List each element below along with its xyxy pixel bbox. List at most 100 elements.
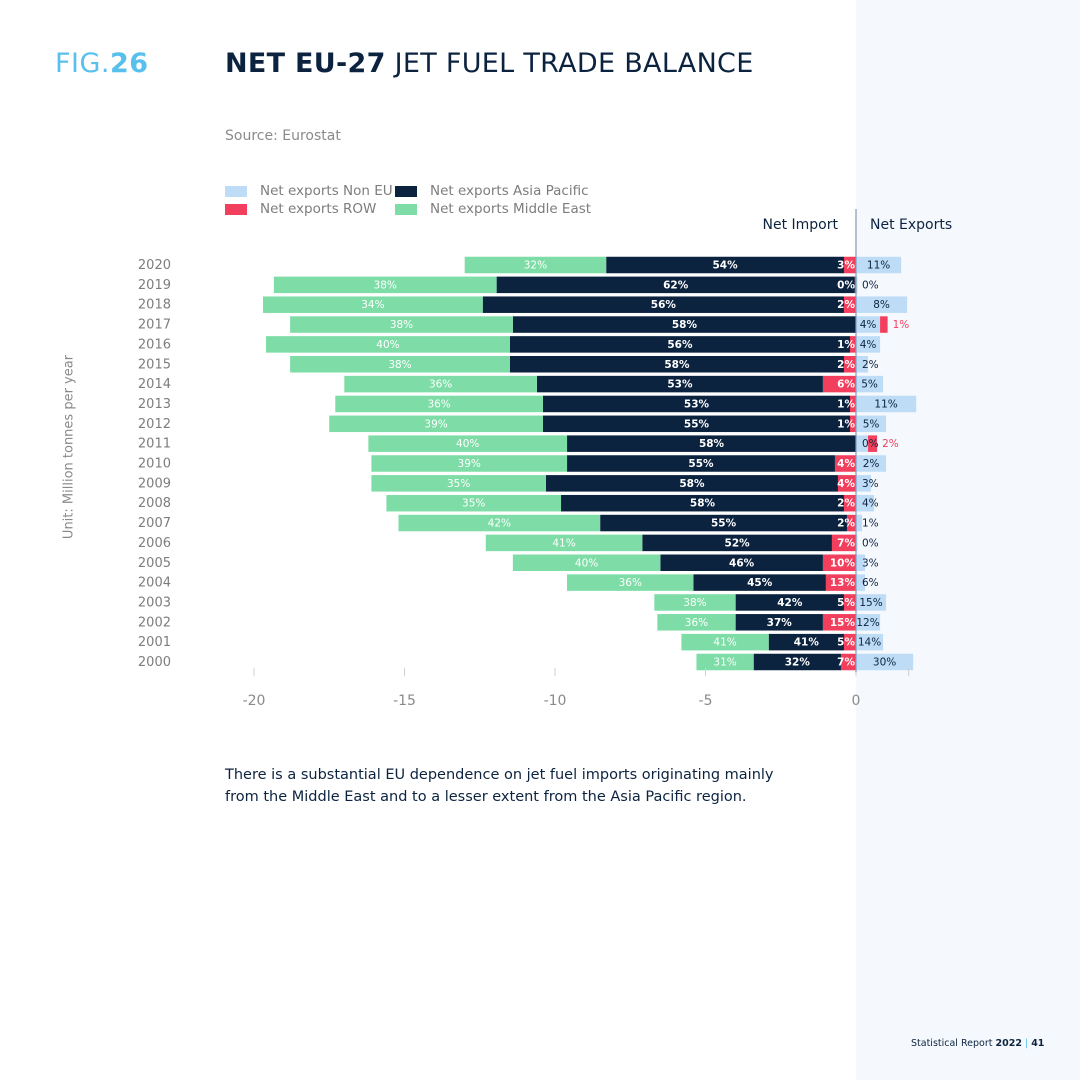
data-label-net-exports-asia-pacific: 56%: [667, 339, 693, 351]
bar-net-exports-asia-pacific: [660, 554, 823, 571]
bar-net-exports-asia-pacific: [509, 336, 850, 353]
year-label: 2004: [138, 576, 171, 591]
caption-line-2: from the Middle East and to a lesser ext…: [225, 789, 747, 805]
bar-net-exports-asia-pacific: [567, 455, 835, 472]
year-label: 2008: [138, 496, 171, 511]
footer-year: 2022: [995, 1038, 1022, 1049]
bar-net-exports-row: [849, 336, 856, 353]
data-label-net-exports-asia-pacific: 62%: [663, 279, 689, 291]
bar-net-exports-non-eu: [856, 653, 914, 671]
year-label: 2014: [138, 377, 171, 392]
data-label-net-exports-non-eu: 3%: [862, 557, 879, 569]
data-label-net-exports-asia-pacific: 58%: [690, 498, 716, 510]
footer-separator: |: [1021, 1038, 1032, 1049]
data-label-net-exports-row: 5%: [837, 637, 855, 649]
bar-net-exports-non-eu: [856, 475, 872, 492]
bar-net-exports-asia-pacific: [512, 316, 856, 333]
bar-net-exports-non-eu: [856, 594, 887, 611]
data-label-net-exports-non-eu: 0%: [862, 438, 879, 450]
year-label: 2003: [138, 595, 171, 610]
chart-title-rest: JET FUEL TRADE BALANCE: [385, 48, 754, 79]
bar-net-exports-middle-east: [329, 415, 543, 433]
page-footer: Statistical Report 2022 | 41: [911, 1038, 1044, 1049]
data-label-net-exports-middle-east: 40%: [575, 557, 598, 569]
year-label: 2005: [138, 556, 171, 571]
data-label-net-exports-row: 4%: [837, 478, 855, 490]
bar-net-exports-row: [837, 475, 856, 492]
bar-labels-group: 32% 54% 3% 11% 38% 62% 0% 0% 34% 56% 2% 8% 38% 58% 1% 4…: [361, 260, 909, 669]
data-label-net-exports-non-eu: 6%: [862, 577, 879, 589]
data-label-net-exports-asia-pacific: 41%: [794, 637, 820, 649]
data-label-net-exports-row: 10%: [830, 557, 856, 569]
bar-net-exports-non-eu: [856, 455, 887, 472]
year-label: 2009: [138, 476, 171, 491]
data-label-net-exports-asia-pacific: 53%: [667, 379, 693, 391]
data-label-net-exports-asia-pacific: 58%: [699, 438, 725, 450]
bar-net-exports-middle-east: [290, 316, 513, 333]
figure-label: FIG.26: [55, 48, 149, 79]
chart-title: NET EU-27 JET FUEL TRADE BALANCE: [225, 48, 754, 79]
data-label-net-exports-asia-pacific: 58%: [664, 359, 690, 371]
data-label-net-exports-row: 2%: [837, 498, 855, 510]
bar-net-exports-row: [843, 356, 856, 373]
data-label-net-exports-non-eu: 14%: [858, 637, 881, 649]
bar-net-exports-middle-east: [344, 375, 537, 393]
figure-prefix: FIG.: [55, 48, 110, 79]
data-label-net-exports-asia-pacific: 37%: [767, 617, 793, 629]
stacked-bar-chart: 32% 54% 3% 11% 38% 62% 0% 0% 34% 56% 2% 8% 38% 58% 1% 4…: [138, 209, 952, 709]
year-label: 2018: [138, 298, 171, 313]
data-label-net-exports-middle-east: 39%: [424, 418, 447, 430]
bar-net-exports-asia-pacific: [693, 574, 826, 591]
data-label-net-exports-row: 7%: [837, 657, 855, 669]
bar-net-exports-middle-east: [657, 614, 736, 631]
bar-net-exports-middle-east: [371, 455, 568, 472]
year-label: 2001: [138, 635, 171, 650]
bars-group: [263, 256, 917, 671]
bar-net-exports-row: [831, 534, 856, 552]
bar-net-exports-row: [846, 514, 856, 532]
year-label: 2006: [138, 536, 171, 551]
data-label-net-exports-asia-pacific: 58%: [672, 319, 698, 331]
data-label-net-exports-asia-pacific: 54%: [712, 260, 738, 272]
bar-net-exports-non-eu: [856, 494, 875, 512]
x-tick-label: -5: [699, 693, 713, 709]
data-label-net-exports-middle-east: 42%: [488, 518, 511, 530]
bar-net-exports-middle-east: [371, 475, 546, 492]
bar-net-exports-non-eu: [856, 316, 881, 333]
bar-net-exports-row: [822, 554, 856, 571]
bar-net-exports-non-eu: [856, 574, 866, 591]
data-label-net-exports-middle-east: 36%: [685, 617, 708, 629]
bar-net-exports-row: [822, 614, 856, 631]
legend-swatch-middle-east: [395, 204, 417, 215]
data-label-net-exports-row: 3%: [837, 260, 855, 272]
data-label-net-exports-row: 7%: [837, 537, 855, 549]
data-label-net-exports-non-eu: 0%: [862, 279, 879, 291]
data-label-net-exports-middle-east: 38%: [390, 319, 413, 331]
side-panel: [856, 0, 1080, 1080]
data-label-net-exports-non-eu: 11%: [867, 260, 890, 272]
x-tick-label: 0: [852, 693, 861, 709]
bar-net-exports-row: [843, 256, 856, 274]
year-label: 2000: [138, 655, 171, 670]
bar-net-exports-row: [843, 296, 856, 313]
data-label-net-exports-row: 1%: [837, 418, 855, 430]
bar-net-exports-row: [840, 653, 856, 671]
data-label-net-exports-non-eu: 1%: [862, 518, 879, 530]
bar-net-exports-non-eu: [856, 534, 858, 552]
data-label-net-exports-row: 6%: [837, 379, 855, 391]
data-label-net-exports-middle-east: 36%: [427, 398, 450, 410]
bar-net-exports-row: [843, 633, 856, 651]
data-label-net-exports-row: 1%: [837, 339, 855, 351]
bar-net-exports-asia-pacific: [496, 276, 855, 294]
data-label-net-exports-middle-east: 36%: [619, 577, 642, 589]
data-label-net-exports-row: 0%: [837, 279, 855, 291]
bar-net-exports-asia-pacific: [542, 415, 850, 433]
data-label-net-exports-non-eu: 2%: [862, 359, 879, 371]
data-label-net-exports-non-eu: 8%: [873, 299, 890, 311]
bar-net-exports-asia-pacific: [600, 514, 847, 532]
legend-swatch-row: [225, 204, 247, 215]
data-label-net-exports-asia-pacific: 55%: [684, 418, 710, 430]
data-label-net-exports-middle-east: 35%: [462, 498, 485, 510]
bar-net-exports-row: [868, 435, 878, 452]
footer-page-number: 41: [1031, 1038, 1045, 1049]
